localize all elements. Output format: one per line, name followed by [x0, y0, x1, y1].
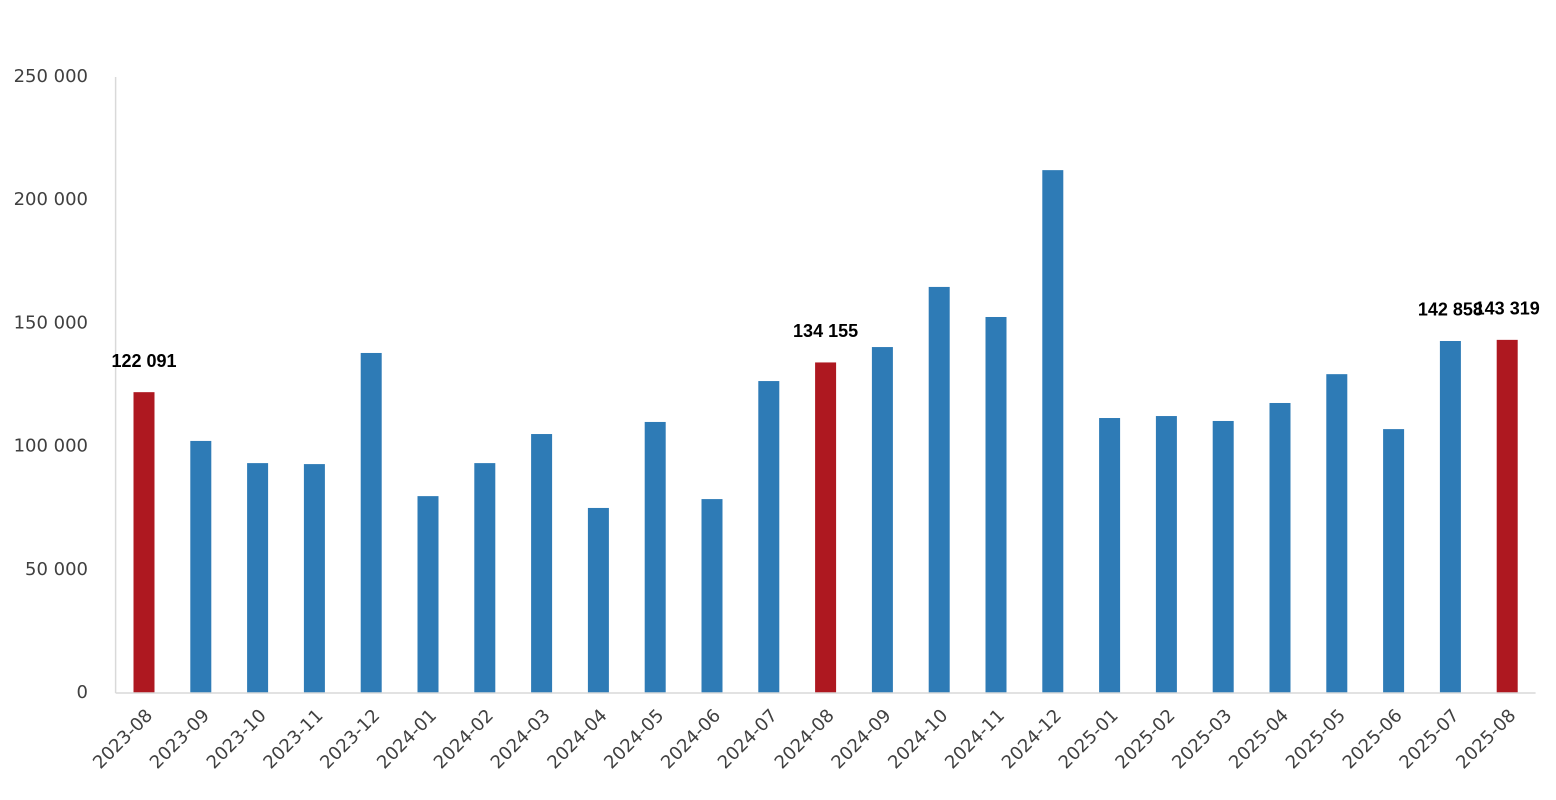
bar — [1099, 418, 1121, 693]
x-tick-label: 2025-06 — [1339, 705, 1407, 773]
x-tick-label: 2023-08 — [89, 705, 157, 773]
bar — [1326, 374, 1348, 693]
bar — [303, 464, 325, 693]
x-tick-label: 2025-07 — [1395, 705, 1463, 773]
bar — [1155, 416, 1177, 693]
bar — [644, 421, 666, 693]
x-tick-label: 2025-05 — [1282, 705, 1350, 773]
value-label: 134 155 — [793, 321, 858, 341]
x-tick-label: 2025-08 — [1452, 705, 1520, 773]
bar — [928, 286, 950, 693]
bar — [1212, 420, 1234, 693]
x-tick-label: 2024-05 — [600, 705, 668, 773]
x-tick-label: 2024-02 — [430, 705, 498, 773]
x-tick-label: 2025-01 — [1055, 705, 1123, 773]
x-tick-label: 2025-03 — [1168, 705, 1236, 773]
bar — [1383, 429, 1405, 693]
x-tick-label: 2024-10 — [884, 705, 952, 773]
y-tick-label: 250 000 — [14, 66, 88, 87]
bar — [758, 381, 780, 693]
x-tick-label: 2024-07 — [714, 705, 782, 773]
x-tick-label: 2024-08 — [771, 705, 839, 773]
x-tick-label: 2025-04 — [1225, 705, 1293, 773]
bar — [417, 496, 439, 693]
value-label: 142 858 — [1418, 300, 1483, 320]
bar — [1042, 170, 1064, 693]
bar — [1496, 339, 1518, 693]
value-label: 143 319 — [1475, 299, 1540, 319]
y-tick-label: 150 000 — [14, 312, 88, 333]
bar — [360, 352, 382, 693]
y-tick-label: 100 000 — [14, 436, 88, 457]
x-tick-label: 2023-10 — [203, 705, 271, 773]
bar — [815, 362, 837, 693]
x-tick-label: 2024-04 — [543, 705, 611, 773]
bar — [190, 440, 212, 693]
y-tick-label: 50 000 — [25, 559, 88, 580]
y-tick-label: 200 000 — [14, 189, 88, 210]
bar — [531, 434, 553, 693]
bar — [701, 499, 723, 693]
x-tick-label: 2025-02 — [1111, 705, 1179, 773]
value-label: 122 091 — [111, 351, 176, 371]
x-tick-label: 2024-03 — [487, 705, 555, 773]
bar — [587, 507, 609, 693]
x-tick-label: 2024-11 — [941, 705, 1009, 773]
bar — [871, 347, 893, 693]
x-tick-label: 2024-09 — [827, 705, 895, 773]
y-tick-label: 0 — [77, 682, 88, 703]
x-tick-label: 2023-11 — [259, 705, 327, 773]
x-tick-label: 2023-12 — [316, 705, 384, 773]
bar — [985, 316, 1007, 693]
bar — [474, 463, 496, 693]
bar — [133, 392, 155, 693]
x-tick-label: 2024-06 — [657, 705, 725, 773]
x-tick-label: 2024-12 — [998, 705, 1066, 773]
x-tick-label: 2024-01 — [373, 705, 441, 773]
bar — [247, 463, 269, 693]
bar — [1439, 340, 1461, 693]
bar — [1269, 402, 1291, 693]
x-tick-label: 2023-09 — [146, 705, 214, 773]
